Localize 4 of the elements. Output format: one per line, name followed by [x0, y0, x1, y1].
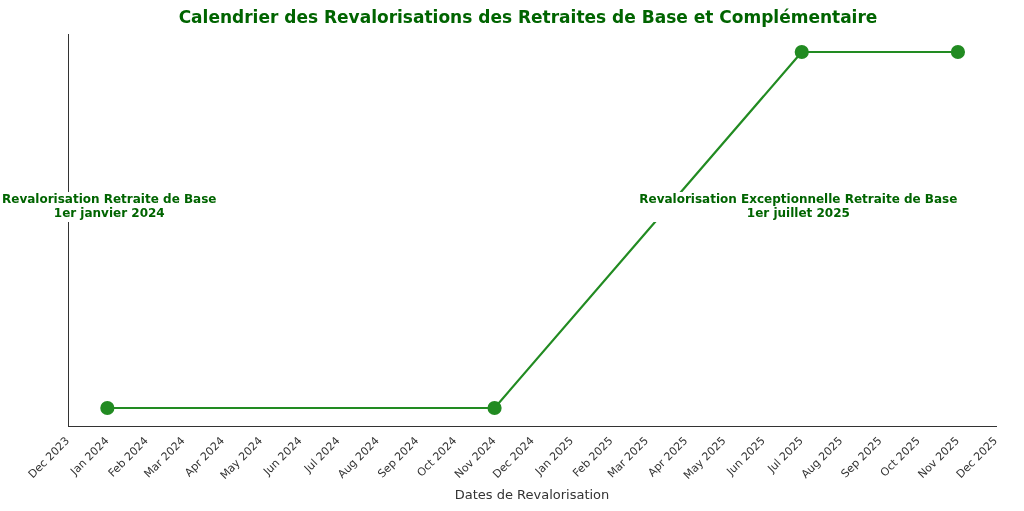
annotation: Revalorisation Retraite de Base 1er janvier 2024	[1, 192, 217, 221]
annotation: Revalorisation Exceptionnelle Retraite de Base 1er juillet 2025	[639, 192, 958, 221]
x-axis-title: Dates de Revalorisation	[454, 486, 610, 502]
chart-title: Calendrier des Revalorisations des Retraites de Base et Complémentaire	[178, 6, 878, 27]
